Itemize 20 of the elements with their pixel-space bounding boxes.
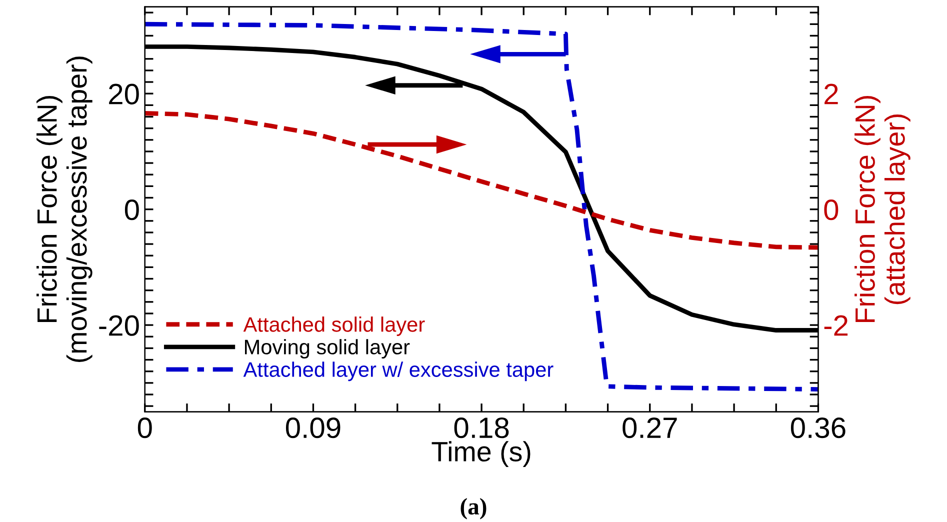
x-tick-label: 0.27 [622,417,677,438]
x-tick-label: 0.18 [454,417,509,438]
y-tick-label: 0 [124,200,139,220]
legend-label: Attached layer w/ excessive taper [243,362,554,382]
x-tick-label: 0.36 [790,417,846,438]
y-tick-label: 20 [109,84,139,104]
text: (a) [460,498,486,520]
legend-label: Attached solid layer [243,316,425,336]
y-tick-label: -20 [99,315,139,336]
y-axis-title: Friction Force (kN) (moving/excessive taper) [36,56,92,362]
legend-label: Moving solid layer [245,339,410,359]
y2-tick-label: 0 [824,200,838,220]
y2-tick-label: 2 [824,84,838,104]
x-axis-title: Time (s) [432,441,530,468]
line-series [144,22,818,392]
line-series [144,111,818,250]
y2-tick-label: -2 [824,315,848,336]
x-tick-label: 0 [138,417,152,438]
x-tick-label: 0.09 [286,417,340,438]
y2-axis-title: Friction Force (kN) (attached layer) [854,96,910,322]
